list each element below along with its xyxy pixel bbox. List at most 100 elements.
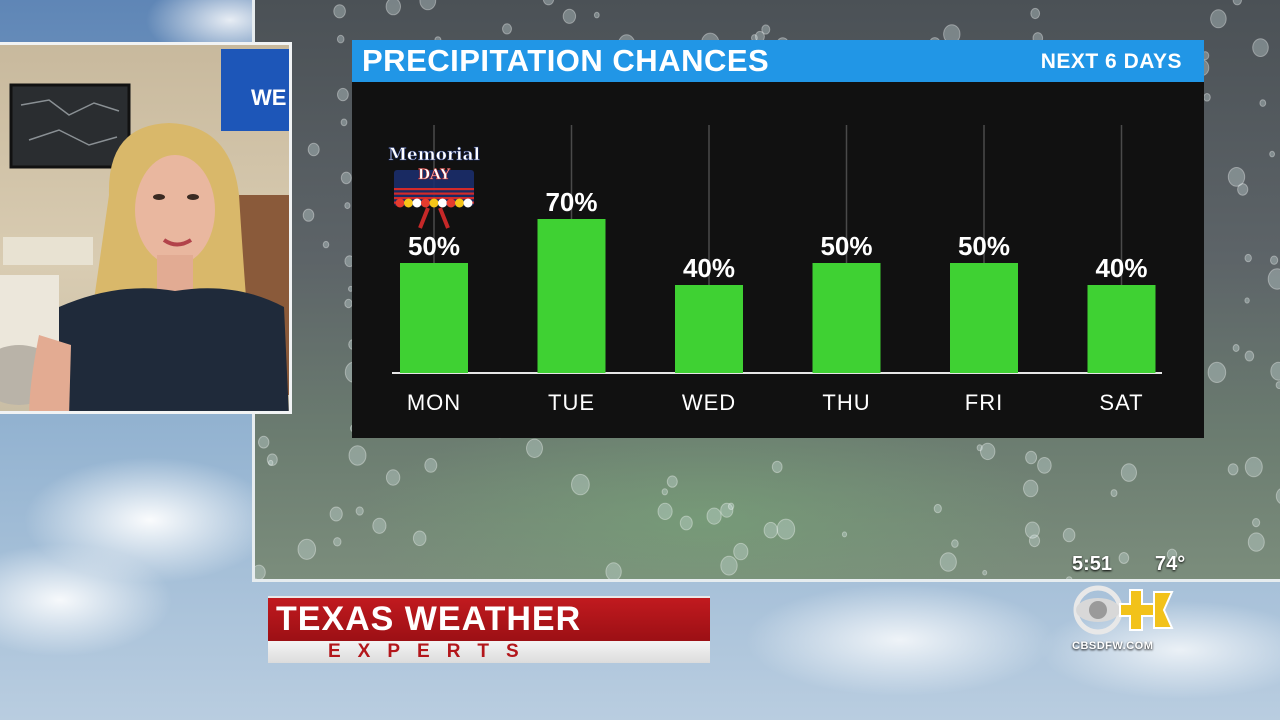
raindrop xyxy=(1024,521,1040,539)
memorial-day-subtext: DAY xyxy=(418,167,451,183)
raindrop xyxy=(1244,297,1250,304)
presenter-video: WE xyxy=(0,49,289,411)
precipitation-chart: PRECIPITATION CHANCES NEXT 6 DAYS 50% MON… xyxy=(352,40,1204,438)
category-label-thu: THU xyxy=(822,390,870,415)
lower-third-subbanner: EXPERTS xyxy=(268,641,710,663)
raindrop xyxy=(1275,488,1280,504)
raindrop xyxy=(542,0,555,6)
bar-wed xyxy=(675,285,743,373)
category-label-wed: WED xyxy=(682,390,736,415)
raindrop xyxy=(1210,9,1227,29)
chart-header: PRECIPITATION CHANCES NEXT 6 DAYS xyxy=(352,40,1204,82)
value-label-thu: 50% xyxy=(820,231,872,261)
raindrop xyxy=(266,453,278,467)
raindrop xyxy=(348,445,367,466)
station-website: CBSDFW.COM xyxy=(1072,640,1154,652)
raindrop xyxy=(593,11,600,19)
raindrop xyxy=(1030,7,1041,20)
raindrop xyxy=(976,444,983,452)
raindrop xyxy=(1227,463,1239,476)
value-label-tue: 70% xyxy=(545,187,597,217)
clock: 5:51 xyxy=(1072,553,1113,575)
raindrop xyxy=(255,564,266,579)
raindrop xyxy=(571,473,590,496)
raindrop xyxy=(1269,150,1275,158)
raindrop xyxy=(1252,38,1269,57)
raindrop xyxy=(355,506,364,516)
raindrop xyxy=(322,240,330,249)
category-label-fri: FRI xyxy=(965,390,1003,415)
show-subtitle: EXPERTS xyxy=(328,641,536,662)
bar-sat xyxy=(1087,285,1156,373)
raindrop xyxy=(1267,268,1280,290)
raindrop xyxy=(372,517,387,534)
chart-title: PRECIPITATION CHANCES xyxy=(362,43,770,78)
raindrop xyxy=(1037,457,1052,474)
raindrop xyxy=(1244,253,1252,263)
raindrop xyxy=(761,24,771,35)
bar-chart-svg: 50% MON 70% TUE 40% WED 50% THU 50% FRI 40% SAT Memo… xyxy=(388,125,1162,415)
raindrop xyxy=(419,0,437,11)
raindrop xyxy=(776,518,796,540)
tv-screen xyxy=(221,49,289,131)
bar-fri xyxy=(950,263,1018,373)
raindrop xyxy=(526,438,543,458)
raindrop xyxy=(657,502,673,521)
raindrop xyxy=(340,171,352,185)
raindrop xyxy=(661,488,668,496)
raindrop xyxy=(666,475,678,488)
raindrop xyxy=(733,542,749,561)
value-label-sat: 40% xyxy=(1095,253,1147,283)
tv-wall-text: WE xyxy=(251,85,286,110)
bar-thu xyxy=(812,263,881,373)
temperature: 74° xyxy=(1155,553,1186,575)
raindrop xyxy=(1247,532,1265,552)
raindrop xyxy=(1275,381,1280,390)
raindrop xyxy=(1207,361,1227,383)
raindrop xyxy=(727,502,735,510)
raindrop xyxy=(1244,350,1255,362)
raindrop xyxy=(307,142,320,157)
raindrop xyxy=(679,515,693,531)
raindrop xyxy=(1203,93,1211,102)
raindrop xyxy=(1118,552,1130,564)
raindrop xyxy=(1270,255,1279,265)
raindrop xyxy=(841,531,848,538)
raindrop xyxy=(268,459,274,466)
raindrop xyxy=(951,539,959,548)
memorial-day-badge: Memorial DAY xyxy=(388,145,481,229)
raindrop xyxy=(1025,450,1038,465)
bar-mon xyxy=(400,263,468,373)
category-label-mon: MON xyxy=(407,390,461,415)
raindrop xyxy=(336,34,345,44)
wall-map xyxy=(9,83,131,169)
raindrop xyxy=(1062,527,1076,543)
raindrop xyxy=(1023,479,1039,498)
category-label-tue: TUE xyxy=(548,390,595,415)
raindrop xyxy=(502,23,512,35)
memorial-day-text: Memorial xyxy=(388,145,480,165)
raindrop xyxy=(337,87,349,102)
raindrop xyxy=(939,552,957,572)
raindrop xyxy=(302,208,315,222)
raindrop xyxy=(333,4,346,19)
raindrop xyxy=(340,118,348,127)
raindrop xyxy=(329,506,343,522)
value-label-wed: 40% xyxy=(683,253,735,283)
value-label-mon: 50% xyxy=(408,231,460,261)
raindrop xyxy=(385,469,401,486)
raindrop xyxy=(1028,534,1041,548)
raindrop xyxy=(1166,548,1178,561)
raindrop xyxy=(980,442,996,461)
raindrop xyxy=(1270,361,1280,381)
raindrop xyxy=(1110,489,1118,498)
lower-third-banner: TEXAS WEATHER xyxy=(268,596,710,643)
raindrop xyxy=(1227,167,1246,187)
raindrop xyxy=(297,538,317,560)
raindrop xyxy=(1232,344,1240,352)
presenter-inset: WE xyxy=(0,42,292,414)
raindrop xyxy=(1259,99,1267,107)
presenter-dress xyxy=(59,288,289,411)
raindrop xyxy=(720,555,738,576)
raindrop xyxy=(412,530,427,547)
